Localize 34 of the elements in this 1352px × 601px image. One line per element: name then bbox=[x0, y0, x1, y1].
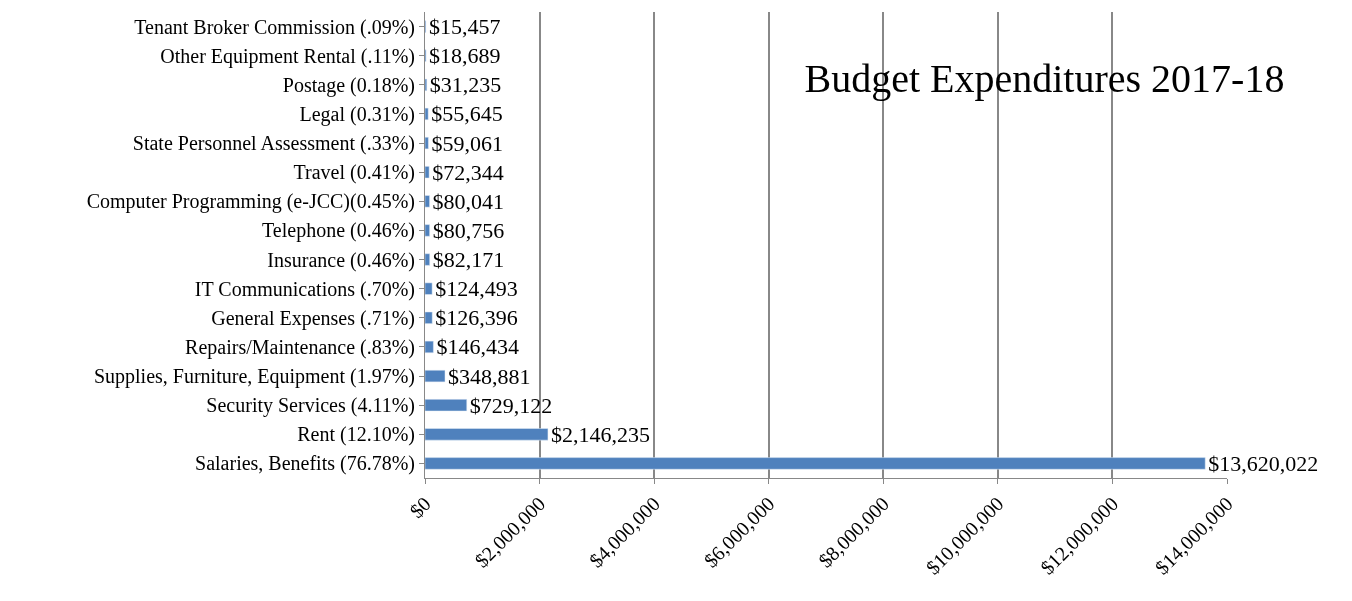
data-label: $18,689 bbox=[429, 43, 501, 69]
data-label: $55,645 bbox=[431, 101, 503, 127]
y-tick-label: Travel (0.41%) bbox=[293, 161, 415, 185]
data-label: $59,061 bbox=[431, 130, 503, 156]
y-tick-label: Tenant Broker Commission (.09%) bbox=[134, 15, 415, 39]
data-label: $126,396 bbox=[435, 305, 518, 331]
y-tick-label: Rent (12.10%) bbox=[297, 423, 415, 447]
data-label: $348,881 bbox=[447, 363, 531, 389]
data-label: $80,756 bbox=[432, 217, 505, 243]
y-tick-label: Supplies, Furniture, Equipment (1.97%) bbox=[93, 365, 415, 389]
x-tick-label: $0 bbox=[405, 492, 435, 523]
data-label: $72,344 bbox=[432, 159, 504, 185]
data-label: $31,235 bbox=[429, 72, 502, 98]
y-tick-label: Repairs/Maintenance (.83%) bbox=[185, 335, 415, 359]
data-label: $124,493 bbox=[435, 276, 518, 302]
data-label: $82,171 bbox=[432, 247, 505, 273]
y-tick-label: Insurance (0.46%) bbox=[267, 248, 415, 272]
data-label: $2,146,235 bbox=[550, 421, 650, 447]
data-label: $146,434 bbox=[436, 334, 519, 360]
y-tick-label: IT Communications (.70%) bbox=[194, 277, 415, 301]
data-label: $15,457 bbox=[428, 14, 501, 40]
text: Budget Expenditures 2017-18 bbox=[804, 56, 1285, 102]
y-tick-label: Telephone (0.46%) bbox=[262, 219, 415, 243]
data-label: $80,041 bbox=[432, 188, 505, 214]
y-tick-label: General Expenses (.71%) bbox=[211, 306, 415, 330]
data-label: $13,620,022 bbox=[1208, 450, 1319, 476]
y-tick-label: Salaries, Benefits (76.78%) bbox=[195, 452, 415, 476]
y-tick-label: Other Equipment Rental (.11%) bbox=[160, 44, 415, 68]
y-tick-label: Security Services (4.11%) bbox=[206, 394, 415, 418]
y-tick-label: Postage (0.18%) bbox=[282, 73, 415, 97]
y-tick-label: Computer Programming (e-JCC)(0.45%) bbox=[86, 190, 415, 214]
data-label: $729,122 bbox=[469, 392, 553, 418]
y-tick-label: Legal (0.31%) bbox=[299, 102, 415, 126]
y-tick-label: State Personnel Assessment (.33%) bbox=[132, 132, 415, 156]
